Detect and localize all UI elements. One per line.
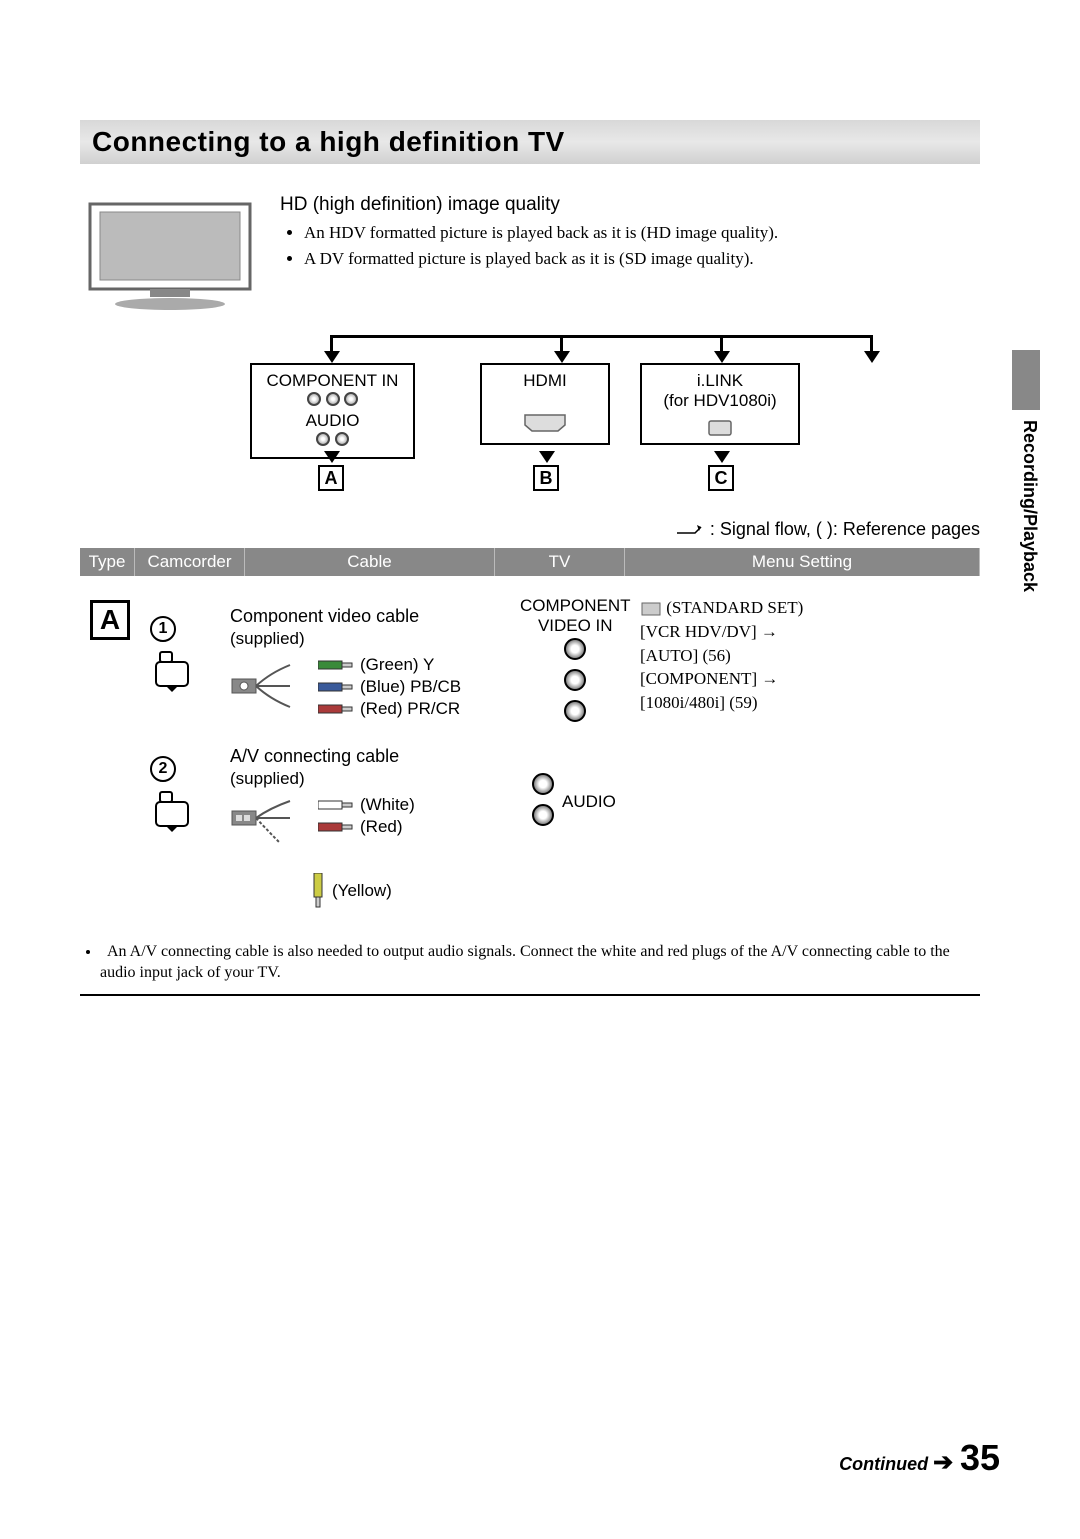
cable-component: Component video cable (supplied) (Green)… bbox=[230, 606, 510, 721]
cable-av: A/V connecting cable (supplied) (White) … bbox=[230, 746, 510, 911]
th-tv: TV bbox=[495, 548, 625, 576]
tv-jack-audio: AUDIO bbox=[530, 771, 616, 833]
side-tab-marker bbox=[1012, 350, 1040, 410]
th-camcorder: Camcorder bbox=[135, 548, 245, 576]
side-tab-label: Recording/Playback bbox=[1019, 420, 1040, 592]
th-menu: Menu Setting bbox=[625, 548, 980, 576]
connection-box-component: COMPONENT IN AUDIO bbox=[250, 363, 415, 459]
legend: : Signal flow, ( ): Reference pages bbox=[80, 519, 980, 540]
section-title: Connecting to a high definition TV bbox=[80, 120, 980, 164]
type-letter-a: A bbox=[90, 600, 130, 640]
tv-jack-component: COMPONENT VIDEO IN bbox=[520, 596, 631, 729]
menu-setting: (STANDARD SET) [VCR HDV/DV] → [AUTO] (56… bbox=[640, 596, 803, 715]
box-label: AUDIO bbox=[262, 411, 403, 431]
th-type: Type bbox=[80, 548, 135, 576]
box-label: COMPONENT IN bbox=[262, 371, 403, 391]
camcorder-step-1: 1 bbox=[150, 616, 198, 694]
box-label: i.LINK bbox=[652, 371, 788, 391]
letter-b-box: B bbox=[533, 465, 559, 491]
th-cable: Cable bbox=[245, 548, 495, 576]
connection-box-ilink: i.LINK (for HDV1080i) bbox=[640, 363, 800, 445]
connection-flow-diagram: COMPONENT IN AUDIO A HDMI B i.LINK (for … bbox=[280, 329, 980, 499]
footnote: An A/V connecting cable is also needed t… bbox=[80, 936, 980, 996]
page-number: 35 bbox=[960, 1437, 1000, 1478]
continued-arrow-icon: ➔ bbox=[933, 1449, 960, 1476]
tv-illustration bbox=[80, 194, 260, 319]
box-label: HDMI bbox=[492, 371, 598, 391]
page-footer: Continued ➔ 35 bbox=[839, 1437, 1000, 1479]
desc-bullet: A DV formatted picture is played back as… bbox=[304, 248, 980, 270]
table-header-row: Type Camcorder Cable TV Menu Setting bbox=[80, 548, 980, 576]
camcorder-step-2: 2 bbox=[150, 756, 198, 834]
letter-a-box: A bbox=[318, 465, 344, 491]
description-heading: HD (high definition) image quality bbox=[280, 194, 980, 216]
connection-box-hdmi: HDMI bbox=[480, 363, 610, 445]
letter-c-box: C bbox=[708, 465, 734, 491]
desc-bullet: An HDV formatted picture is played back … bbox=[304, 222, 980, 244]
box-label: (for HDV1080i) bbox=[652, 391, 788, 411]
table-row: A 1 2 Component video cable (supplied) bbox=[80, 576, 980, 936]
